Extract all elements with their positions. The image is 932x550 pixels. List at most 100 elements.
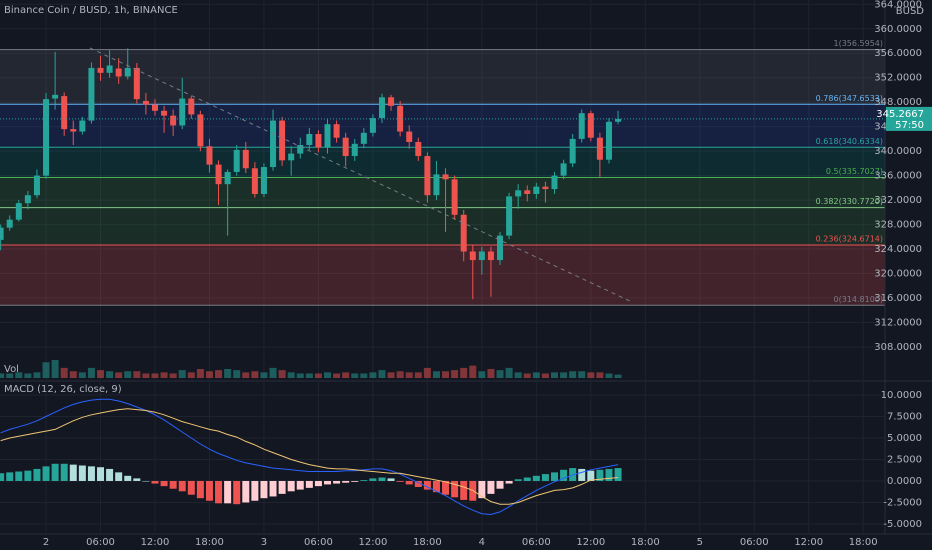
candle-body <box>533 186 540 194</box>
candle-body <box>6 219 13 228</box>
volume-bar <box>196 369 204 378</box>
candle-body <box>469 251 476 261</box>
x-tick-label: 12:00 <box>576 537 605 548</box>
macd-histogram-bar <box>460 480 468 500</box>
macd-histogram-bar <box>360 480 368 481</box>
x-tick-label: 18:00 <box>849 537 878 548</box>
x-tick-label: 18:00 <box>195 537 224 548</box>
volume-bar <box>523 373 531 378</box>
fib-label: 0.382(330.7720) <box>816 197 883 206</box>
macd-histogram-bar <box>342 480 350 483</box>
volume-bar <box>51 360 59 378</box>
volume-bar <box>33 372 41 378</box>
candle-body <box>260 167 267 194</box>
price-tag-value: 345.2667 <box>876 109 924 120</box>
macd-histogram-bar <box>387 478 395 481</box>
macd-histogram-bar <box>69 464 77 481</box>
fib-band <box>0 244 885 306</box>
candle-body <box>142 100 149 105</box>
macd-histogram-bar <box>505 480 513 484</box>
candle-body <box>251 168 258 194</box>
volume-bar <box>160 372 168 378</box>
macd-histogram-bar <box>451 480 459 498</box>
volume-bar <box>478 371 486 378</box>
y-tick-label: 0.0000 <box>887 476 922 487</box>
volume-bar <box>115 372 123 378</box>
candle-body <box>297 145 304 154</box>
macd-histogram-bar <box>124 475 132 481</box>
macd-histogram-bar <box>369 478 377 481</box>
volume-bar <box>505 367 513 378</box>
marks <box>0 48 885 516</box>
candle-body <box>43 99 50 176</box>
candle-body <box>233 149 240 172</box>
candle-body <box>61 96 68 130</box>
macd-histogram-bar <box>351 480 359 482</box>
macd-histogram-bar <box>532 475 540 481</box>
volume-bar <box>287 372 295 378</box>
y-tick-label: 352.0000 <box>874 73 922 84</box>
y-tick-label: 312.0000 <box>874 317 922 328</box>
volume-bar <box>142 373 150 378</box>
fib-label: 0.236(324.6714) <box>816 234 883 243</box>
volume-bar <box>151 373 159 378</box>
candle-body <box>360 132 367 144</box>
candle-body <box>596 137 603 160</box>
macd-histogram-bar <box>442 480 450 495</box>
volume-bar <box>224 369 232 378</box>
volume-bar <box>215 370 223 378</box>
y-tick-label: 364.0000 <box>874 0 922 10</box>
x-tick-label: 3 <box>261 537 267 548</box>
candle-body <box>124 67 131 77</box>
y-tick-label: 348.0000 <box>874 97 922 108</box>
volume-bar <box>360 373 368 378</box>
volume-bar <box>605 373 613 378</box>
volume-bar <box>596 372 604 378</box>
y-tick-label: 316.0000 <box>874 293 922 304</box>
y-tick-label: 340.0000 <box>874 146 922 157</box>
candle-body <box>333 124 340 138</box>
volume-bar <box>469 365 477 378</box>
volume-bar <box>496 370 504 378</box>
macd-histogram-bar <box>178 480 186 492</box>
candle-body <box>170 115 177 126</box>
macd-histogram-bar <box>550 472 558 481</box>
macd-line <box>0 408 619 505</box>
fib-label: 0(314.8100) <box>833 295 883 304</box>
macd-title: MACD (12, 26, close, 9) <box>4 384 122 395</box>
volume-bar <box>541 373 549 378</box>
macd-histogram-bar <box>514 479 522 481</box>
macd-histogram-bar <box>6 472 14 481</box>
candle-body <box>279 120 286 161</box>
fib-label: 0.618(340.6334) <box>816 137 883 146</box>
macd-histogram-bar <box>333 480 341 484</box>
macd-histogram-bar <box>205 480 213 501</box>
fib-band <box>0 177 885 208</box>
macd-histogram-bar <box>51 463 59 481</box>
volume-bar <box>87 367 95 378</box>
macd-histogram-bar <box>196 480 204 499</box>
y-tick-label: 2.5000 <box>887 454 922 465</box>
macd-histogram-bar <box>296 480 304 490</box>
volume-bar <box>133 371 141 378</box>
volume-bar <box>405 372 413 378</box>
macd-histogram-bar <box>523 477 531 481</box>
volume-bar <box>351 373 359 378</box>
candle-body <box>424 156 431 196</box>
x-tick-label: 06:00 <box>304 537 333 548</box>
candle-body <box>560 163 567 176</box>
candle-body <box>451 179 458 215</box>
x-tick-label: 2 <box>43 537 49 548</box>
macd-histogram-bar <box>278 480 286 494</box>
volume-bar <box>251 371 259 378</box>
macd-histogram-bar <box>560 469 568 481</box>
macd-histogram-bar <box>160 480 168 487</box>
volume-label: Vol <box>4 364 19 375</box>
volume-bar <box>423 367 431 378</box>
currency: BUSD <box>896 6 925 17</box>
volume-bar <box>342 372 350 378</box>
macd-histogram-bar <box>614 468 622 481</box>
y-tick-label: 328.0000 <box>874 220 922 231</box>
labels: Binance Coin / BUSD, 1h, BINANCE BUSD Vo… <box>4 0 932 548</box>
